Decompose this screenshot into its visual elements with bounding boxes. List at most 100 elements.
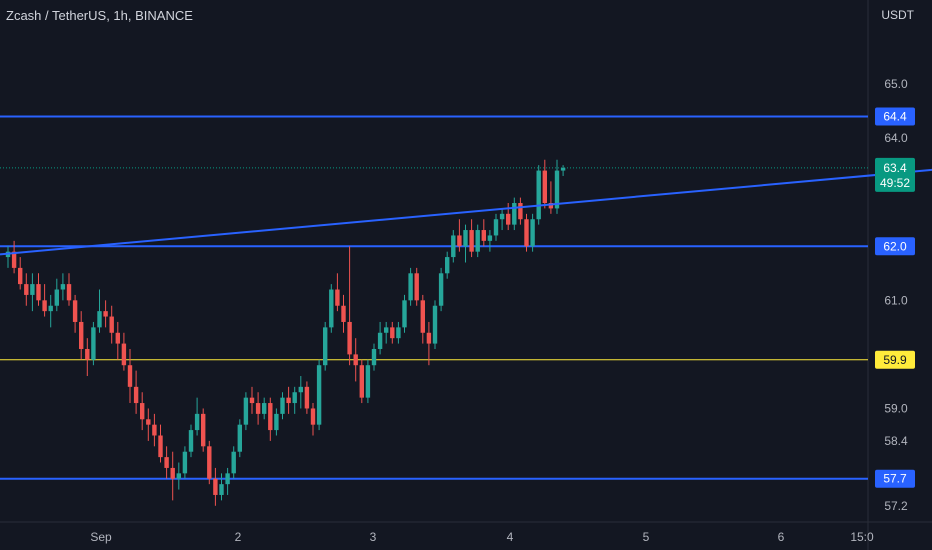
candle-body — [365, 365, 371, 398]
candle-body — [560, 167, 566, 171]
candle-body — [274, 413, 279, 431]
candle-body — [286, 397, 291, 404]
horizontal-levels — [0, 115, 868, 480]
candle-body — [390, 327, 395, 339]
candle-body — [42, 300, 47, 312]
candle-body — [121, 343, 127, 366]
candle-body — [426, 332, 432, 344]
candle-body — [158, 435, 163, 458]
candle-body — [213, 478, 218, 495]
y-tick-label: 57.2 — [884, 499, 908, 513]
candle-body — [188, 430, 194, 452]
candles — [5, 159, 566, 506]
candle-body — [146, 419, 151, 425]
candle-body — [298, 386, 303, 393]
candle-body — [237, 424, 242, 452]
candle-body — [432, 305, 438, 344]
candle-body — [408, 273, 413, 301]
candle-body — [133, 386, 139, 404]
candle-body — [335, 289, 340, 306]
y-tick-label: 59.0 — [884, 401, 908, 415]
level-tag — [875, 237, 915, 256]
candle-body — [72, 300, 78, 322]
candle-body — [304, 386, 310, 409]
candle-body — [280, 397, 285, 414]
candle-body — [530, 219, 535, 247]
candle-body — [463, 230, 468, 247]
candle-body — [249, 397, 255, 404]
candle-body — [548, 203, 554, 209]
level-tag — [875, 469, 915, 488]
candle-body — [140, 403, 145, 420]
candle-body — [469, 230, 474, 252]
candle-body — [384, 327, 389, 333]
x-tick-label: Sep — [90, 530, 112, 544]
candle-body — [377, 332, 383, 349]
last-price-tag — [875, 157, 915, 192]
candle-body — [207, 446, 212, 479]
candle-body — [445, 257, 450, 274]
candle-body — [231, 451, 236, 474]
candle-body — [225, 473, 230, 485]
candle-body — [201, 413, 206, 447]
candle-body — [152, 424, 157, 436]
candle-body — [11, 251, 17, 268]
candle-body — [109, 316, 114, 333]
level-tag-label: 62.0 — [883, 239, 907, 253]
time-axis: Sep 2 3 4 5 6 15:0 — [90, 530, 874, 544]
candle-body — [518, 203, 523, 220]
candle-body — [24, 284, 29, 295]
candle-body — [396, 327, 401, 339]
candle-body — [420, 300, 425, 333]
price-axis: 65.0 64.0 61.0 59.0 58.4 57.2 — [884, 77, 908, 513]
level-tag-label: 59.9 — [883, 353, 907, 367]
candle-body — [164, 457, 169, 468]
candle-body — [262, 403, 267, 414]
candle-body — [79, 321, 84, 349]
candle-body — [176, 473, 181, 479]
price-tags: 64.4 62.0 59.9 57.7 63.449:52 — [875, 107, 915, 488]
candle-body — [48, 305, 53, 312]
candle-body — [371, 348, 377, 366]
candle-body — [524, 219, 529, 247]
candle-body — [414, 273, 419, 301]
last-price-label: 63.4 — [883, 161, 907, 175]
candle-body — [310, 408, 316, 425]
candle-body — [481, 230, 486, 241]
candle-body — [475, 230, 480, 252]
candle-body — [341, 305, 346, 322]
candle-body — [91, 327, 96, 360]
trendline[interactable] — [0, 165, 932, 256]
candle-body — [127, 365, 133, 387]
chart-title: Zcash / TetherUS, 1h, BINANCE — [6, 8, 193, 23]
x-tick-label: 15:0 — [850, 530, 874, 544]
candle-body — [536, 170, 541, 220]
candle-body — [182, 451, 188, 474]
x-tick-label: 4 — [507, 530, 514, 544]
candle-body — [268, 403, 273, 431]
y-tick-label: 65.0 — [884, 77, 908, 91]
candle-body — [194, 413, 200, 431]
level-tag — [875, 350, 915, 369]
currency-label: USDT — [881, 8, 914, 22]
trendline-layer — [0, 165, 932, 256]
candle-body — [18, 267, 23, 285]
candle-body — [438, 273, 444, 306]
candle-body — [30, 284, 35, 295]
candle-body — [512, 203, 517, 225]
candle-body — [487, 235, 493, 241]
candle-body — [499, 213, 505, 220]
candle-body — [292, 392, 297, 404]
candle-body — [506, 213, 511, 225]
y-tick-label: 64.0 — [884, 131, 908, 145]
candle-body — [359, 365, 364, 398]
candle-body — [554, 170, 560, 209]
candle-body — [115, 332, 120, 344]
level-tag-label: 64.4 — [883, 110, 907, 124]
candle-body — [316, 365, 322, 425]
y-tick-label: 58.4 — [884, 434, 908, 448]
x-tick-label: 3 — [370, 530, 377, 544]
countdown-label: 49:52 — [880, 176, 910, 190]
candle-body — [323, 327, 328, 366]
